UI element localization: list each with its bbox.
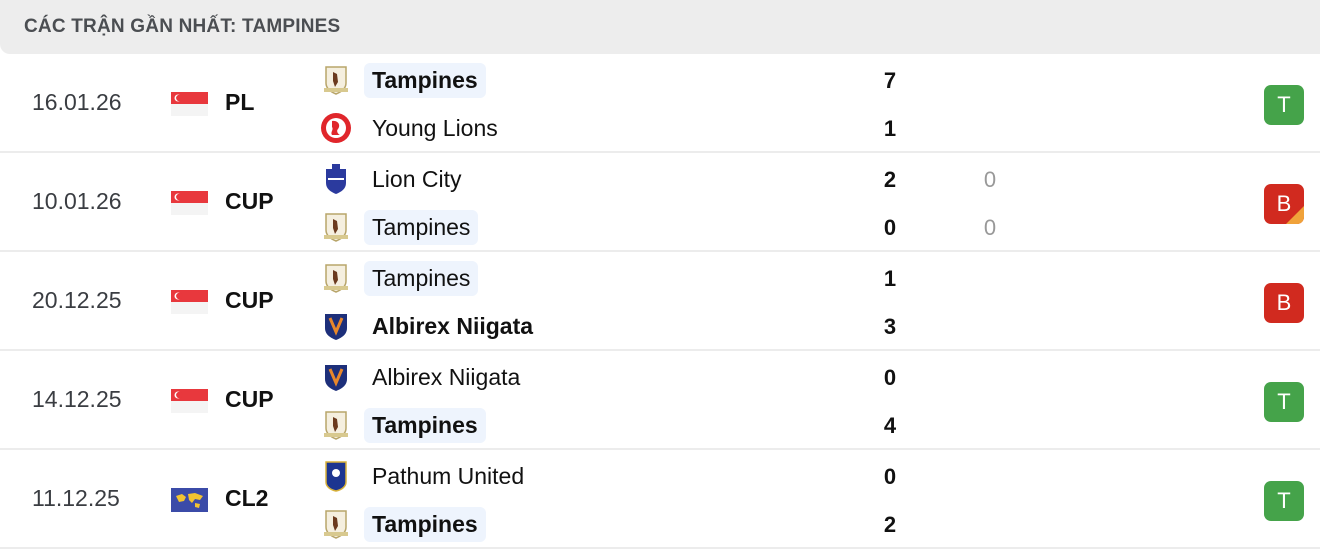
home-score: 7 (883, 68, 897, 93)
result-badge: B (1264, 184, 1304, 224)
team-home[interactable]: Tampines (320, 258, 479, 298)
match-date: 20.12.25 (32, 287, 122, 313)
away-score: 2 (883, 512, 897, 537)
tampines-logo-icon (320, 211, 352, 243)
team-home[interactable]: Tampines (320, 60, 486, 100)
result-badge: T (1264, 85, 1304, 125)
team-name[interactable]: Young Lions (372, 114, 498, 141)
result-badge: T (1264, 481, 1304, 521)
result-letter: T (1277, 488, 1291, 513)
competition[interactable]: PL (225, 89, 255, 115)
result-letter: T (1277, 389, 1291, 414)
away-score: 3 (883, 314, 897, 339)
match-date: 11.12.25 (32, 485, 120, 511)
result-letter: T (1277, 92, 1291, 117)
singapore-flag-icon (171, 92, 208, 116)
team-name[interactable]: Albirex Niigata (372, 363, 521, 390)
singapore-flag-icon (171, 290, 208, 314)
team-home[interactable]: Lion City (320, 159, 469, 199)
singapore-flag-icon (171, 191, 208, 215)
team-home[interactable]: Albirex Niigata (320, 357, 528, 397)
team-away[interactable]: Albirex Niigata (320, 306, 541, 346)
team-name[interactable]: Tampines (364, 407, 486, 443)
team-away[interactable]: Tampines (320, 207, 479, 247)
match-row[interactable]: 11.12.25 CL2 Pathum United Tampines 0 2 … (0, 450, 1320, 549)
albirex-logo-icon (320, 310, 352, 342)
world-flag-icon (171, 488, 208, 512)
team-name[interactable]: Tampines (364, 209, 479, 245)
home-score: 0 (883, 464, 897, 489)
away-penalty-score: 0 (983, 215, 997, 240)
competition[interactable]: CUP (225, 287, 274, 313)
match-date: 10.01.26 (32, 188, 122, 214)
team-away[interactable]: Young Lions (320, 108, 506, 148)
team-name[interactable]: Pathum United (372, 462, 525, 489)
tampines-logo-icon (320, 508, 352, 540)
match-date: 16.01.26 (32, 89, 122, 115)
pathum-logo-icon (320, 460, 352, 492)
team-away[interactable]: Tampines (320, 405, 486, 445)
team-name[interactable]: Lion City (372, 165, 462, 192)
team-home[interactable]: Pathum United (320, 456, 532, 496)
competition[interactable]: CL2 (225, 485, 269, 511)
match-row[interactable]: 20.12.25 CUP Tampines Albirex Niigata 1 … (0, 252, 1320, 351)
match-row[interactable]: 14.12.25 CUP Albirex Niigata Tampines 0 … (0, 351, 1320, 450)
away-score: 1 (883, 116, 897, 141)
singapore-flag-icon (171, 389, 208, 413)
tampines-logo-icon (320, 262, 352, 294)
competition[interactable]: CUP (225, 188, 274, 214)
tampines-logo-icon (320, 409, 352, 441)
section-title: CÁC TRẬN GẦN NHẤT: TAMPINES (24, 16, 341, 37)
match-date: 14.12.25 (32, 386, 122, 412)
team-name[interactable]: Tampines (364, 506, 486, 542)
match-list: 16.01.26 PL Tampines Young Lions 7 1 T 10… (0, 54, 1320, 549)
team-name[interactable]: Tampines (364, 62, 486, 98)
section-header: CÁC TRẬN GẦN NHẤT: TAMPINES (0, 0, 1320, 54)
team-name[interactable]: Albirex Niigata (372, 312, 534, 339)
lion-city-logo-icon (320, 163, 352, 195)
home-penalty-score: 0 (983, 167, 997, 192)
competition[interactable]: CUP (225, 386, 274, 412)
away-score: 0 (883, 215, 897, 240)
result-badge: B (1264, 283, 1304, 323)
team-name[interactable]: Tampines (364, 260, 479, 296)
young-lions-logo-icon (320, 112, 352, 144)
albirex-logo-icon (320, 361, 352, 393)
home-score: 2 (883, 167, 897, 192)
penalty-corner-marker (1286, 206, 1304, 224)
away-score: 4 (883, 413, 897, 438)
home-score: 1 (883, 266, 897, 291)
match-row[interactable]: 10.01.26 CUP Lion City Tampines 2 0 0 0 … (0, 153, 1320, 252)
team-away[interactable]: Tampines (320, 504, 486, 544)
result-letter: B (1276, 290, 1292, 315)
match-row[interactable]: 16.01.26 PL Tampines Young Lions 7 1 T (0, 54, 1320, 153)
home-score: 0 (883, 365, 897, 390)
tampines-logo-icon (320, 64, 352, 96)
result-badge: T (1264, 382, 1304, 422)
